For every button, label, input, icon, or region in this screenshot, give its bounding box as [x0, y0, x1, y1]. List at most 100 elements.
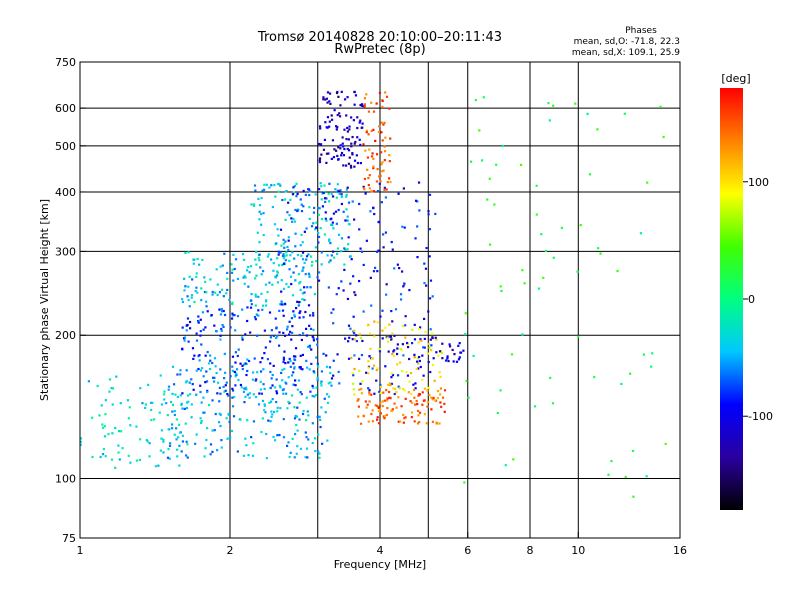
data-point	[168, 457, 171, 460]
data-point	[339, 144, 342, 147]
data-point	[404, 324, 407, 327]
data-point	[404, 416, 407, 419]
data-point	[179, 431, 182, 434]
data-point	[157, 464, 160, 467]
data-point	[359, 422, 363, 425]
data-point	[370, 129, 373, 133]
data-point	[120, 430, 123, 433]
data-point	[214, 365, 217, 368]
data-point	[254, 379, 257, 382]
data-point	[139, 438, 142, 441]
data-point	[282, 242, 285, 245]
x-axis-label: Frequency [MHz]	[334, 558, 426, 571]
data-point	[372, 364, 376, 367]
data-point	[254, 304, 257, 307]
data-point	[231, 365, 234, 368]
data-point	[244, 362, 247, 365]
data-point	[330, 118, 334, 121]
data-point	[303, 286, 306, 289]
data-point	[353, 142, 356, 145]
data-point	[365, 93, 368, 96]
data-point	[276, 270, 279, 273]
data-point	[316, 376, 319, 379]
data-point	[228, 436, 232, 439]
data-point	[305, 396, 308, 399]
data-point	[406, 341, 409, 345]
data-point	[269, 258, 273, 261]
data-point	[184, 251, 187, 254]
data-point	[379, 180, 382, 183]
data-point	[231, 405, 235, 408]
data-point	[339, 147, 342, 150]
data-point	[280, 290, 283, 293]
data-point	[288, 357, 291, 360]
data-point	[308, 206, 311, 209]
data-point	[266, 291, 269, 294]
data-point	[199, 334, 202, 337]
data-point	[188, 327, 192, 330]
data-point	[251, 454, 255, 457]
data-point	[344, 164, 348, 167]
data-point	[299, 366, 302, 369]
data-point	[383, 186, 386, 189]
data-point	[404, 315, 407, 318]
data-point	[382, 391, 385, 394]
data-point	[202, 411, 205, 414]
stats-heading: Phases	[625, 26, 657, 36]
data-point	[239, 418, 242, 421]
data-point	[150, 419, 153, 422]
data-point	[289, 359, 292, 363]
data-point	[342, 164, 345, 167]
data-point	[397, 385, 400, 388]
data-point	[307, 253, 310, 256]
data-point	[213, 429, 216, 432]
data-point	[234, 384, 237, 387]
data-point	[355, 154, 358, 157]
data-point	[287, 376, 290, 379]
data-point	[300, 254, 303, 257]
data-point	[101, 426, 105, 429]
data-point	[254, 295, 257, 298]
data-point	[359, 119, 362, 122]
data-point	[170, 423, 174, 426]
data-point	[320, 370, 324, 373]
data-point	[403, 417, 406, 420]
data-point	[623, 112, 626, 115]
data-point	[367, 110, 371, 113]
data-point	[394, 308, 398, 311]
data-point	[283, 246, 286, 249]
data-point	[299, 354, 302, 357]
data-point	[368, 391, 371, 394]
data-point	[451, 348, 454, 352]
data-point	[299, 198, 302, 201]
data-point	[402, 187, 405, 190]
data-point	[329, 371, 332, 375]
data-point	[439, 393, 442, 396]
data-point	[239, 362, 242, 365]
data-point	[187, 285, 190, 288]
data-point	[358, 357, 361, 361]
data-point	[300, 393, 303, 396]
data-point	[431, 398, 434, 401]
data-point	[199, 421, 203, 425]
data-point	[343, 98, 347, 101]
data-point	[282, 358, 285, 361]
data-point	[440, 349, 443, 352]
data-point	[441, 342, 444, 345]
data-point	[429, 328, 432, 331]
data-point	[316, 450, 320, 453]
data-point	[358, 228, 361, 231]
data-point	[295, 452, 298, 455]
data-point	[288, 268, 291, 271]
data-point	[431, 420, 435, 423]
data-point	[311, 422, 314, 425]
data-point	[286, 245, 289, 249]
data-point	[104, 455, 107, 458]
colorbar-label: [deg]	[721, 72, 750, 85]
data-point	[256, 231, 259, 234]
data-point	[234, 375, 237, 378]
data-point	[391, 320, 394, 323]
data-point	[293, 315, 296, 318]
data-point	[439, 387, 443, 390]
data-point	[259, 380, 262, 383]
